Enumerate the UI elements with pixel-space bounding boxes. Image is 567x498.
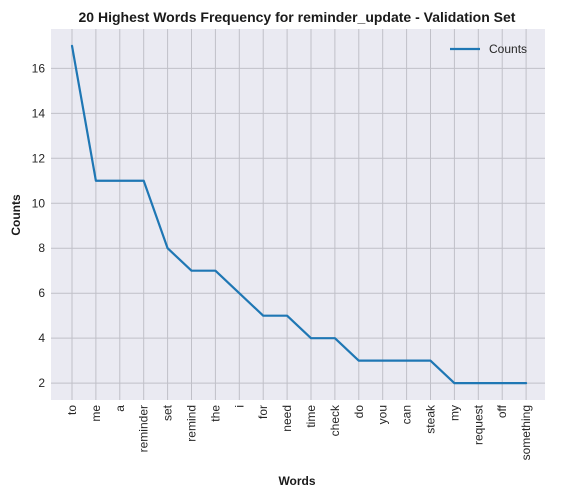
legend-label: Counts [489, 42, 527, 56]
x-tick-label: i [232, 405, 246, 408]
x-tick-label: do [352, 405, 366, 419]
x-tick-label: can [400, 405, 414, 424]
y-axis-ticks: 2 4 6 8 10 12 14 16 [32, 61, 46, 390]
x-tick-label: you [376, 405, 390, 424]
y-tick-label: 2 [38, 376, 45, 390]
x-tick-label: set [161, 404, 175, 421]
x-tick-label: my [447, 405, 461, 421]
y-tick-label: 10 [32, 196, 46, 210]
y-tick-label: 16 [32, 61, 46, 75]
x-axis-label: Words [278, 474, 315, 488]
x-tick-label: remind [185, 405, 199, 442]
plot-area [51, 29, 545, 400]
chart-title: 20 Highest Words Frequency for reminder_… [79, 9, 516, 25]
x-tick-label: time [304, 405, 318, 428]
x-tick-label: off [495, 404, 509, 418]
y-tick-label: 6 [38, 286, 45, 300]
y-axis-label: Counts [9, 194, 23, 236]
x-tick-label: me [89, 405, 103, 422]
x-tick-label: the [208, 405, 222, 422]
x-tick-label: steak [424, 404, 438, 434]
x-tick-label: something [519, 405, 533, 460]
x-tick-label: request [471, 404, 485, 445]
gridlines [51, 29, 545, 400]
legend: Counts [450, 42, 527, 56]
x-tick-label: reminder [137, 405, 151, 452]
y-tick-label: 12 [32, 151, 46, 165]
x-tick-label: for [256, 405, 270, 419]
counts-series-line [70, 44, 528, 385]
x-tick-label: to [65, 405, 79, 415]
x-tick-label: need [280, 405, 294, 432]
x-tick-label: a [113, 405, 127, 412]
y-tick-label: 8 [38, 241, 45, 255]
x-tick-label: check [328, 404, 342, 436]
x-axis-ticks: to me a reminder set remind the i for need time che… [65, 404, 533, 460]
y-tick-label: 14 [32, 106, 46, 120]
y-tick-label: 4 [38, 331, 45, 345]
